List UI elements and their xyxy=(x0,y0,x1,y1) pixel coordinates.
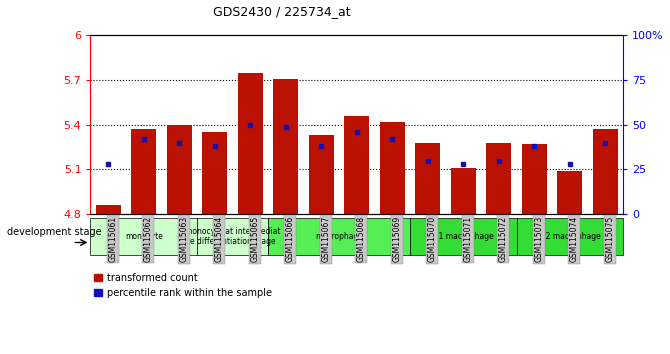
Text: M2 macrophage: M2 macrophage xyxy=(539,232,601,241)
Text: GSM115068: GSM115068 xyxy=(356,216,366,262)
Bar xyxy=(415,143,440,214)
Text: GSM115075: GSM115075 xyxy=(606,216,614,262)
Text: GSM115064: GSM115064 xyxy=(214,216,224,262)
Bar xyxy=(593,129,618,214)
Text: GSM115069: GSM115069 xyxy=(393,216,401,262)
Bar xyxy=(557,171,582,214)
Text: GSM115071: GSM115071 xyxy=(464,216,472,262)
Bar xyxy=(309,135,334,214)
Text: GSM115073: GSM115073 xyxy=(535,216,543,262)
Text: GSM115061: GSM115061 xyxy=(109,216,117,262)
Text: GSM115067: GSM115067 xyxy=(322,216,330,262)
Bar xyxy=(238,73,263,214)
Text: GSM115062: GSM115062 xyxy=(143,216,153,262)
Bar xyxy=(486,143,511,214)
Bar xyxy=(131,129,156,214)
Bar xyxy=(451,168,476,214)
Bar xyxy=(96,205,121,214)
Bar xyxy=(517,218,623,255)
Bar xyxy=(522,144,547,214)
Text: GDS2430 / 225734_at: GDS2430 / 225734_at xyxy=(212,5,350,18)
Bar xyxy=(202,132,227,214)
Text: GSM115072: GSM115072 xyxy=(498,216,508,262)
Text: M1 macrophage: M1 macrophage xyxy=(432,232,494,241)
Text: GSM115070: GSM115070 xyxy=(427,216,437,262)
Text: GSM115074: GSM115074 xyxy=(570,216,579,262)
Bar xyxy=(410,218,517,255)
Bar xyxy=(167,125,192,214)
Text: GSM115065: GSM115065 xyxy=(251,216,259,262)
Bar xyxy=(90,218,197,255)
Bar xyxy=(273,79,298,214)
Bar xyxy=(268,218,410,255)
Text: GSM115066: GSM115066 xyxy=(285,216,295,262)
Text: monocyte: monocyte xyxy=(125,232,163,241)
Bar xyxy=(344,116,369,214)
Text: monocyte at intermediat
e differentiation stage: monocyte at intermediat e differentiatio… xyxy=(185,227,280,246)
Text: GSM115063: GSM115063 xyxy=(180,216,188,262)
Bar xyxy=(197,218,268,255)
Text: development stage: development stage xyxy=(7,227,101,237)
Text: macrophage: macrophage xyxy=(315,232,363,241)
Legend: transformed count, percentile rank within the sample: transformed count, percentile rank withi… xyxy=(90,269,276,302)
Bar xyxy=(380,122,405,214)
